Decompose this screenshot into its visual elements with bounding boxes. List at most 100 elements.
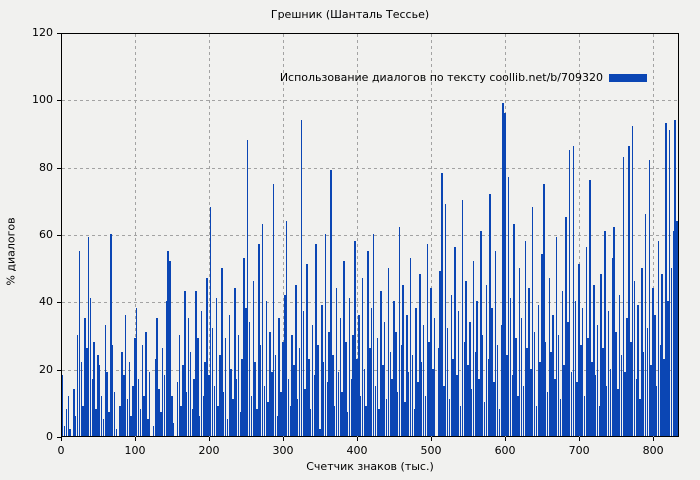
bar: [650, 365, 652, 436]
bar: [574, 301, 576, 436]
bar: [626, 318, 628, 436]
x-tick-label: 600: [494, 444, 516, 457]
bar: [652, 287, 654, 436]
bar: [441, 173, 443, 436]
bar: [217, 405, 219, 436]
bar: [530, 368, 532, 436]
bar: [478, 378, 480, 436]
bar: [247, 139, 249, 436]
bar: [561, 291, 564, 436]
bar: [130, 415, 132, 436]
bar: [382, 365, 384, 436]
bar: [411, 355, 414, 436]
bar: [502, 102, 504, 436]
bar: [439, 271, 441, 436]
bar: [419, 274, 421, 436]
bar: [137, 378, 140, 436]
bar: [330, 170, 332, 436]
bar: [668, 129, 671, 436]
bar: [78, 250, 81, 436]
bar: [406, 314, 408, 436]
bar: [522, 385, 525, 436]
bar: [163, 375, 166, 436]
bar: [161, 348, 164, 436]
bar: [433, 318, 436, 436]
bar: [544, 341, 547, 436]
bar: [322, 361, 325, 436]
bar: [69, 429, 71, 436]
y-tick-mark: [57, 167, 61, 169]
bar: [115, 429, 118, 436]
bar: [594, 375, 597, 436]
gridline-vertical: [283, 34, 285, 438]
bar: [234, 287, 236, 436]
bar: [413, 409, 416, 436]
bar: [661, 274, 663, 436]
bar: [295, 284, 297, 436]
bar: [132, 385, 134, 436]
bar: [482, 335, 484, 436]
bar: [543, 183, 545, 436]
bar: [557, 335, 560, 436]
plot-area: Использование диалогов по тексту coollib…: [61, 33, 680, 438]
y-tick-label: 120: [32, 26, 53, 39]
bar: [389, 351, 391, 436]
bar: [454, 247, 456, 436]
bar: [102, 419, 105, 436]
bar: [206, 277, 208, 436]
x-tick-mark: [61, 437, 62, 441]
bar: [633, 281, 636, 436]
bar: [428, 341, 430, 436]
bar: [622, 156, 625, 436]
bar: [200, 311, 203, 436]
y-tick-label: 0: [46, 430, 53, 443]
bar: [426, 244, 428, 436]
x-tick-mark: [505, 437, 507, 441]
bar: [86, 348, 88, 436]
bar: [457, 311, 460, 436]
bar: [276, 415, 279, 436]
bar: [93, 341, 95, 436]
bar: [469, 321, 471, 436]
bar: [617, 388, 619, 436]
bar: [345, 341, 347, 436]
bar: [245, 308, 247, 436]
gridline-horizontal: [62, 167, 680, 169]
bar: [73, 388, 75, 436]
bar: [533, 331, 536, 436]
y-tick-label: 100: [32, 93, 53, 107]
bar: [463, 341, 465, 436]
bar: [145, 331, 147, 436]
bar: [424, 395, 427, 436]
bar: [496, 345, 499, 436]
bar: [618, 294, 621, 436]
bar: [324, 234, 327, 436]
bar: [97, 355, 99, 436]
bar: [211, 328, 214, 436]
bar: [309, 409, 312, 436]
bar: [230, 368, 232, 436]
bar: [95, 409, 97, 436]
y-tick-label: 40: [39, 295, 53, 309]
bar: [265, 301, 267, 436]
bar: [604, 230, 606, 436]
bar: [113, 392, 116, 436]
bar: [456, 375, 458, 436]
bar: [408, 372, 410, 436]
bar: [504, 112, 506, 436]
x-tick-label: 800: [642, 444, 664, 457]
bar: [559, 398, 562, 436]
bar: [302, 311, 304, 436]
legend-label: Использование диалогов по тексту coollib…: [279, 71, 603, 84]
bar: [630, 341, 632, 436]
bar: [498, 409, 501, 436]
bar: [121, 351, 123, 436]
bar: [204, 361, 206, 436]
bar: [670, 267, 673, 436]
bar: [139, 409, 142, 436]
bar: [278, 318, 280, 436]
bar: [507, 176, 510, 436]
bar: [526, 348, 528, 436]
bar: [367, 250, 369, 436]
gridline-horizontal: [62, 235, 680, 236]
